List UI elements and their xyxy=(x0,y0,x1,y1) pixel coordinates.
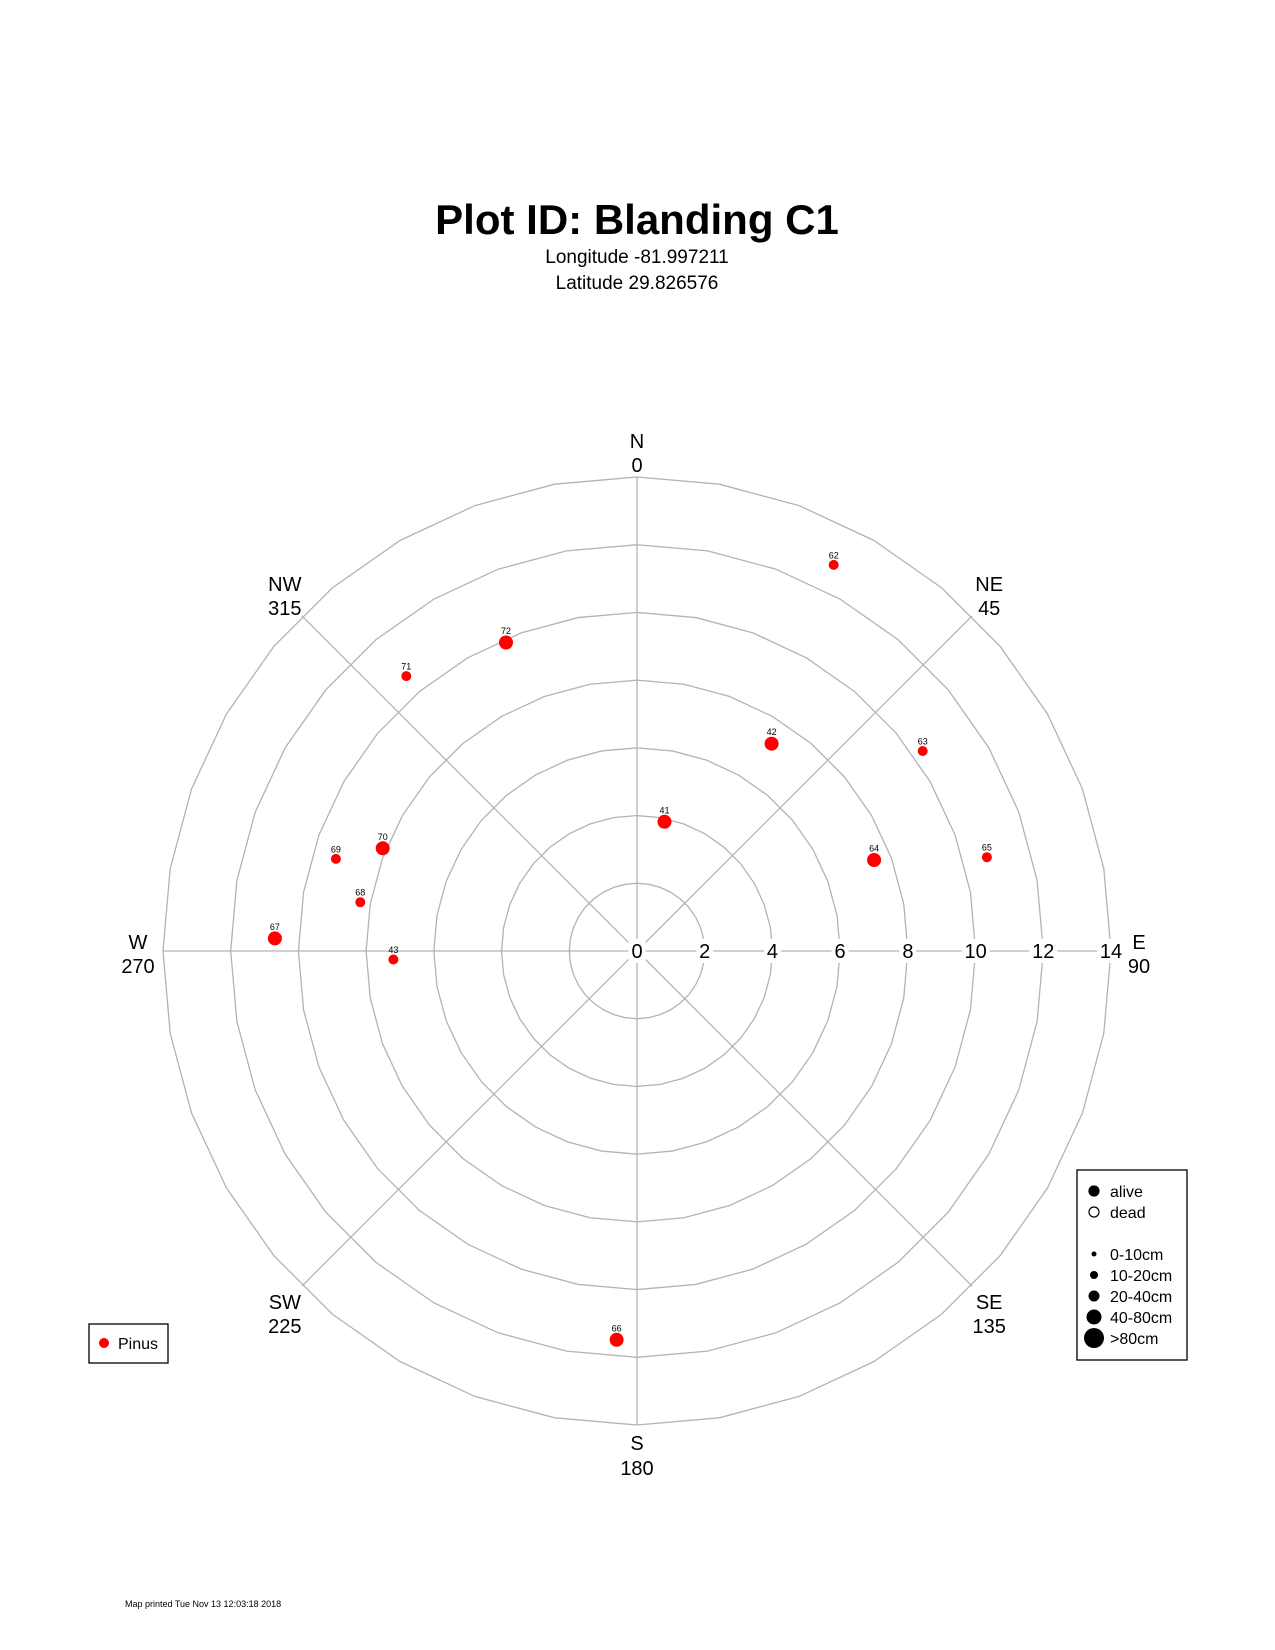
azimuth-label-90: 90 xyxy=(1128,956,1150,978)
legend-size-label-3: 20-40cm xyxy=(1110,1289,1172,1306)
tree-label-71: 71 xyxy=(401,662,411,672)
legend-species-items: Pinus xyxy=(99,1336,158,1353)
plot-latitude: Latitude 29.826576 xyxy=(556,273,719,294)
legend-status-symbol-alive xyxy=(1088,1185,1100,1197)
legend-size-label-2: 10-20cm xyxy=(1110,1268,1172,1285)
tree-label-64: 64 xyxy=(869,844,879,854)
tick-label-bg-12 xyxy=(1029,939,1058,963)
tick-label-bg-10 xyxy=(961,939,990,963)
legend-status-items: alive dead xyxy=(1088,1184,1146,1222)
tree-point-67 xyxy=(267,931,282,946)
direction-label-sw: SW xyxy=(269,1292,301,1314)
tree-point-64 xyxy=(867,853,882,867)
grid-spoke-3 xyxy=(636,950,973,1287)
tick-label-bg-4 xyxy=(763,939,781,963)
tick-label-bg-0 xyxy=(628,939,646,963)
tree-point-41 xyxy=(657,814,672,829)
tree-point-68 xyxy=(355,897,366,908)
grid-spoke-7 xyxy=(301,615,638,952)
tick-label-10: 10 xyxy=(964,941,986,963)
legend-size-symbol-5 xyxy=(1084,1328,1104,1348)
tick-label-2: 2 xyxy=(699,941,710,963)
tree-label-42: 42 xyxy=(767,727,777,737)
legend-size-symbol-1 xyxy=(1091,1251,1097,1257)
print-timestamp: Map printed Tue Nov 13 12:03:18 2018 xyxy=(125,1599,281,1609)
tree-label-68: 68 xyxy=(355,888,365,898)
tree-point-43 xyxy=(388,954,399,965)
polar-grid xyxy=(162,476,1112,1426)
tree-point-65 xyxy=(981,852,992,863)
tree-label-43: 43 xyxy=(388,945,398,955)
azimuth-label-270: 270 xyxy=(121,956,154,978)
tick-label-0: 0 xyxy=(631,941,642,963)
direction-label-se: SE xyxy=(976,1292,1003,1314)
azimuth-label-180: 180 xyxy=(620,1458,653,1480)
tick-label-6: 6 xyxy=(835,941,846,963)
legend-species-symbol-pinus xyxy=(99,1338,109,1348)
species-legend: Pinus xyxy=(88,1323,169,1364)
tick-label-8: 8 xyxy=(902,941,913,963)
plot-longitude: Longitude -81.997211 xyxy=(545,247,728,268)
plot-title: Plot ID: Blanding C1 xyxy=(435,196,839,243)
grid-spoke-5 xyxy=(301,950,638,1287)
direction-label-w: W xyxy=(129,932,148,954)
tree-label-41: 41 xyxy=(659,805,669,815)
tree-point-62 xyxy=(828,559,839,570)
legend-size-symbol-3 xyxy=(1088,1290,1100,1302)
legend-status-symbol-dead xyxy=(1088,1206,1100,1218)
legend-size-symbol-4 xyxy=(1086,1309,1102,1325)
tree-point-72 xyxy=(499,635,513,650)
radial-tick-labels: 0 2 4 6 8 10 12 14 xyxy=(628,939,1125,963)
azimuth-label-135: 135 xyxy=(973,1316,1006,1338)
tree-label-65: 65 xyxy=(982,843,992,853)
azimuth-label-315: 315 xyxy=(268,598,301,620)
direction-label-n: N xyxy=(630,431,644,453)
tick-label-bg-8 xyxy=(899,939,917,963)
tree-label-70: 70 xyxy=(378,832,388,842)
tree-point-42 xyxy=(764,736,779,751)
direction-label-nw: NW xyxy=(268,574,301,596)
tree-point-70 xyxy=(375,841,390,856)
tree-label-63: 63 xyxy=(918,737,928,747)
direction-label-s: S xyxy=(630,1433,643,1455)
legend-species-label-pinus: Pinus xyxy=(118,1336,158,1353)
azimuth-label-0: 0 xyxy=(631,455,642,477)
tree-point-69 xyxy=(330,853,341,864)
status-size-legend: alive dead 0-10cm 10-20cm 20-40cm 40-80cm >80… xyxy=(1076,1169,1188,1361)
tree-point-71 xyxy=(401,671,412,682)
legend-status-label-alive: alive xyxy=(1110,1184,1143,1201)
legend-status-label-dead: dead xyxy=(1110,1205,1146,1222)
tree-label-72: 72 xyxy=(501,626,511,636)
tree-label-66: 66 xyxy=(612,1323,622,1333)
grid-spoke-1 xyxy=(636,615,973,952)
tick-label-14: 14 xyxy=(1100,941,1122,963)
direction-label-ne: NE xyxy=(975,574,1003,596)
tree-point-66 xyxy=(609,1332,624,1347)
legend-size-items: 0-10cm 10-20cm 20-40cm 40-80cm >80cm xyxy=(1084,1247,1172,1348)
tree-label-69: 69 xyxy=(331,844,341,854)
tree-label-62: 62 xyxy=(829,550,839,560)
azimuth-label-45: 45 xyxy=(978,598,1000,620)
direction-label-e: E xyxy=(1132,932,1145,954)
tree-label-67: 67 xyxy=(270,922,280,932)
legend-size-label-4: 40-80cm xyxy=(1110,1310,1172,1327)
tick-label-bg-14 xyxy=(1097,939,1125,963)
legend-size-label-1: 0-10cm xyxy=(1110,1247,1163,1264)
legend-size-symbol-2 xyxy=(1090,1271,1098,1279)
tick-label-4: 4 xyxy=(767,941,778,963)
tick-label-12: 12 xyxy=(1032,941,1054,963)
tick-label-bg-6 xyxy=(831,939,849,963)
azimuth-label-225: 225 xyxy=(268,1316,301,1338)
tree-point-63 xyxy=(917,746,928,756)
tick-label-bg-2 xyxy=(696,939,714,963)
legend-size-label-5: >80cm xyxy=(1110,1331,1158,1348)
